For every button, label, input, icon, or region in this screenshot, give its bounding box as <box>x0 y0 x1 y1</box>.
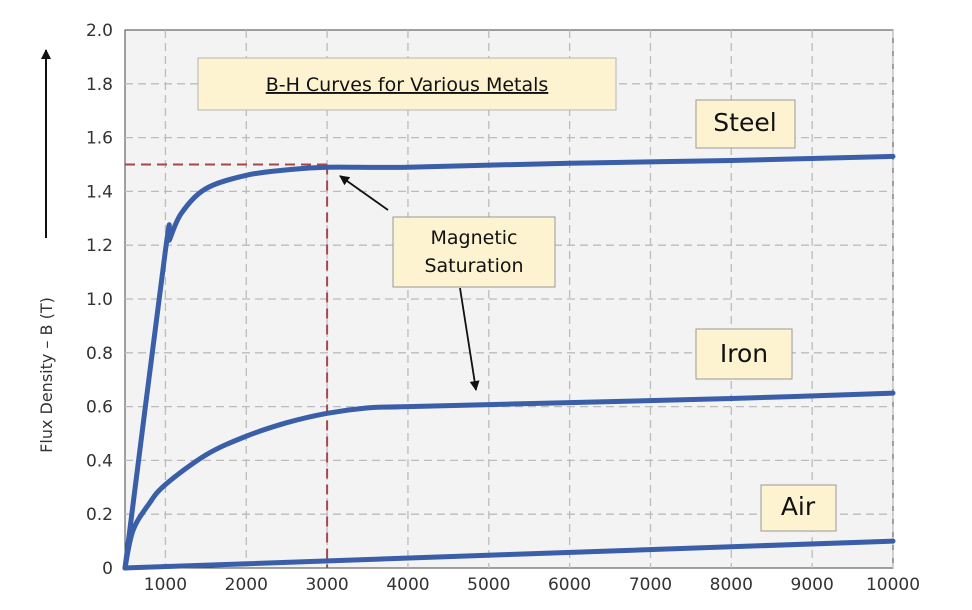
y-tick-label: 1.4 <box>86 182 113 202</box>
y-axis-label: Flux Density – B (T) <box>37 297 56 453</box>
y-tick-label: 1.2 <box>86 236 113 256</box>
x-tick-label: 2000 <box>225 575 268 595</box>
series-label-steel: Steel <box>695 99 796 149</box>
series-line-steel <box>122 153 896 571</box>
y-tick-label: 0.8 <box>86 344 113 364</box>
saturation-annotation-line-2: Saturation <box>424 255 523 277</box>
x-axis-tick-labels: 1000 2000 3000 4000 5000 6000 7000 8000 9000 1000… <box>144 575 920 595</box>
y-tick-label: 0.4 <box>86 451 113 471</box>
series-layer <box>122 153 896 571</box>
x-tick-label: 7000 <box>629 575 672 595</box>
x-tick-label: 8000 <box>710 575 753 595</box>
series-label-iron: Iron <box>695 328 793 380</box>
x-tick-label: 1000 <box>144 575 187 595</box>
series-label-iron-text: Iron <box>720 339 768 368</box>
saturation-annotation-line-1: Magnetic <box>430 227 517 249</box>
saturation-reference-lines <box>125 163 329 568</box>
series-label-air-text: Air <box>781 492 816 521</box>
x-tick-label: 5000 <box>467 575 510 595</box>
y-tick-label: 1.0 <box>86 290 113 310</box>
saturation-annotation: Magnetic Saturation <box>339 175 556 391</box>
y-tick-label: 0.2 <box>86 505 113 525</box>
y-tick-label: 1.6 <box>86 129 113 149</box>
series-line-iron <box>122 390 896 571</box>
series-label-steel-text: Steel <box>713 108 776 137</box>
x-tick-label: 10000 <box>866 575 920 595</box>
y-tick-label: 0 <box>102 559 113 579</box>
series-label-air: Air <box>760 484 837 532</box>
y-tick-label: 1.8 <box>86 75 113 95</box>
y-tick-label: 0.6 <box>86 398 113 418</box>
x-tick-label: 3000 <box>305 575 348 595</box>
x-tick-label: 9000 <box>791 575 834 595</box>
saturation-arrow-iron <box>459 287 480 391</box>
saturation-arrow-steel <box>339 175 389 211</box>
chart-title-box: B-H Curves for Various Metals <box>197 57 617 111</box>
y-tick-label: 2.0 <box>86 21 113 41</box>
x-tick-label: 6000 <box>548 575 591 595</box>
series-line-air <box>122 538 896 571</box>
y-axis-tick-labels: 0 0.2 0.4 0.6 0.8 1.0 1.2 1.4 1.6 1.8 2.0 <box>86 21 113 579</box>
x-tick-label: 4000 <box>386 575 429 595</box>
chart-title: B-H Curves for Various Metals <box>266 74 549 96</box>
